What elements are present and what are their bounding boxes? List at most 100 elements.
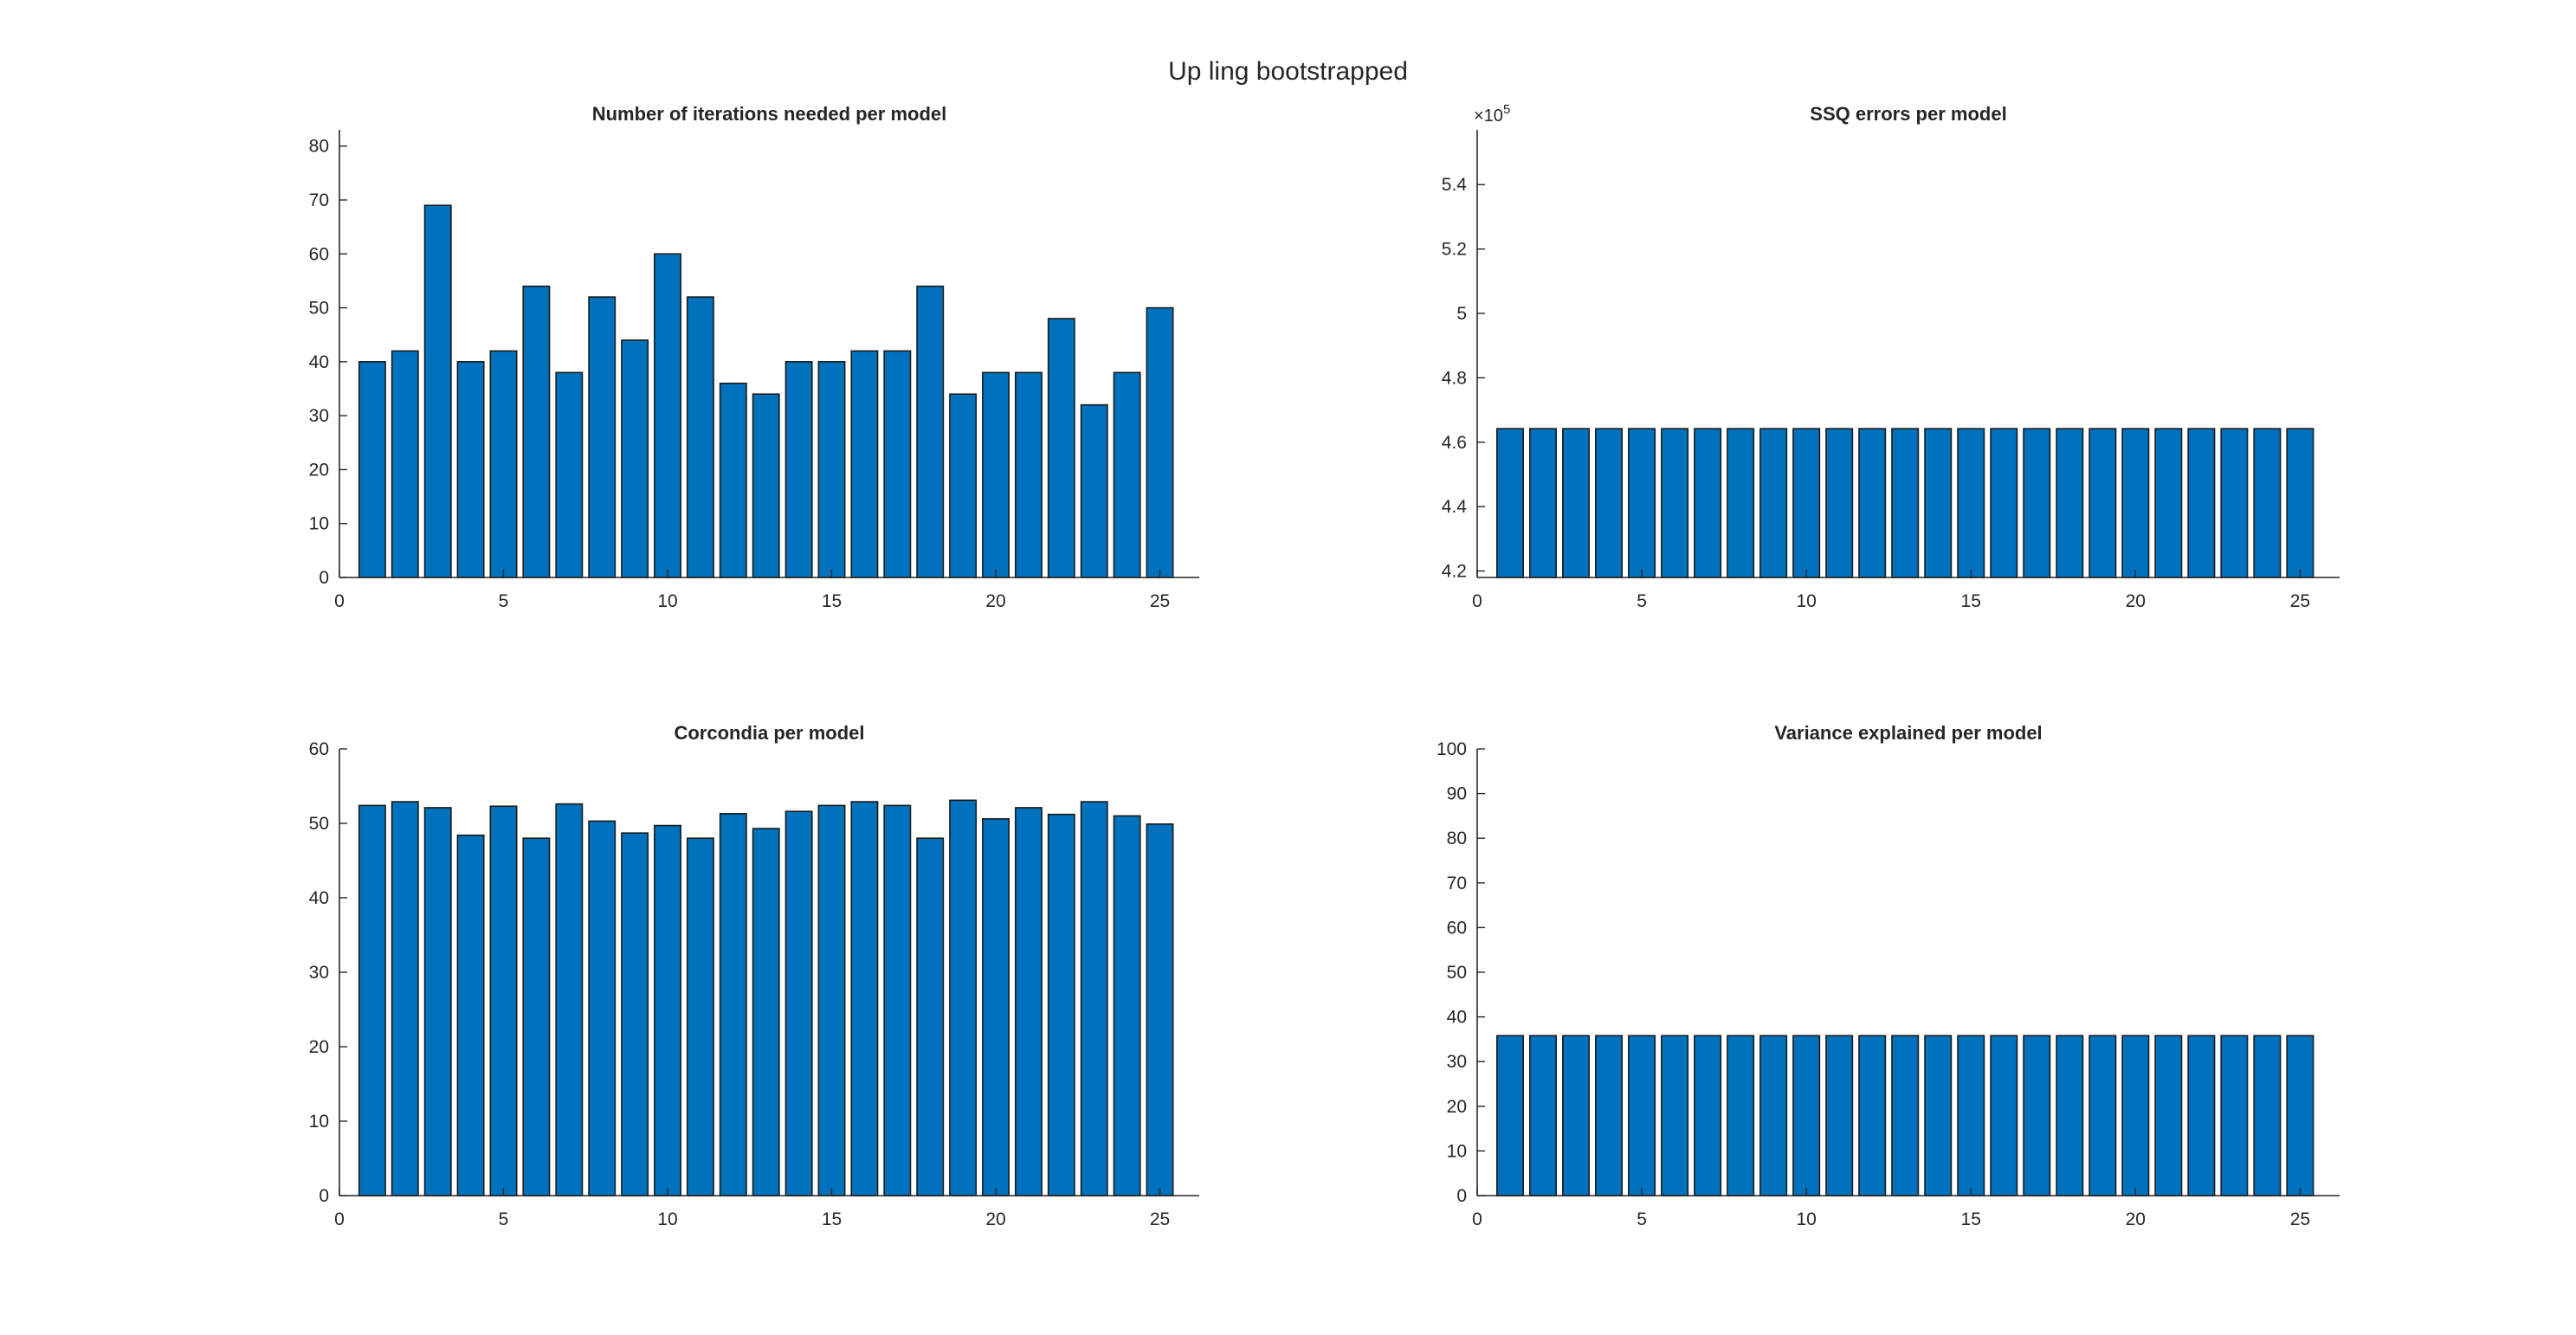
- x-tick-label-corcondia-5: 5: [499, 1209, 509, 1229]
- y-tick-label-variance-explained-4: 40: [1447, 1008, 1467, 1028]
- bar-iterations-5: [489, 350, 518, 578]
- x-tick-label-iterations-0: 0: [334, 591, 345, 611]
- subplot-variance-explained: 0 5 10 15 20 25 0 10 20 30 40 50 60 70 80 90 100 Variance…: [1436, 722, 2340, 1229]
- bar-variance-explained-18: [2056, 1035, 2084, 1196]
- bar-corcondia-24: [1113, 815, 1141, 1196]
- bar-ssq-errors-15: [1957, 428, 1985, 578]
- bar-variance-explained-7: [1694, 1035, 1722, 1196]
- y-tick-label-iterations-5: 50: [309, 299, 329, 319]
- bar-iterations-10: [654, 253, 681, 578]
- y-tick-label-ssq-errors-4: 5: [1456, 304, 1467, 324]
- bar-variance-explained-6: [1661, 1035, 1689, 1196]
- bar-corcondia-15: [817, 804, 846, 1196]
- bar-corcondia-18: [916, 837, 945, 1196]
- bar-corcondia-7: [555, 803, 584, 1196]
- x-tick-label-ssq-errors-10: 10: [1796, 591, 1816, 611]
- y-tick-label-ssq-errors-1: 4.4: [1442, 497, 1468, 517]
- bar-ssq-errors-1: [1496, 428, 1525, 578]
- subplot-title-iterations: Number of iterations needed per model: [592, 103, 947, 125]
- bar-iterations-15: [817, 361, 846, 578]
- y-tick-label-corcondia-0: 0: [319, 1186, 329, 1206]
- bar-corcondia-17: [883, 804, 912, 1196]
- bar-variance-explained-2: [1529, 1035, 1558, 1196]
- bar-corcondia-5: [489, 805, 518, 1196]
- x-tick-label-ssq-errors-5: 5: [1637, 591, 1647, 611]
- bar-variance-explained-20: [2121, 1035, 2150, 1196]
- bar-iterations-8: [588, 296, 617, 578]
- y-tick-label-variance-explained-6: 60: [1447, 918, 1467, 938]
- y-tick-label-corcondia-3: 30: [309, 963, 329, 983]
- bar-iterations-24: [1113, 371, 1141, 578]
- bar-variance-explained-12: [1858, 1035, 1887, 1196]
- bar-variance-explained-10: [1792, 1035, 1821, 1196]
- bar-ssq-errors-24: [2253, 428, 2282, 578]
- bar-variance-explained-15: [1957, 1035, 1985, 1196]
- x-tick-label-iterations-5: 5: [499, 591, 509, 611]
- bar-corcondia-6: [522, 837, 551, 1196]
- y-tick-label-variance-explained-7: 70: [1447, 874, 1467, 893]
- x-tick-label-iterations-15: 15: [822, 591, 842, 611]
- bar-ssq-errors-2: [1529, 428, 1558, 578]
- bar-iterations-21: [1014, 371, 1043, 578]
- y-tick-label-ssq-errors-5: 5.2: [1442, 240, 1467, 260]
- bar-variance-explained-8: [1727, 1035, 1755, 1196]
- bar-corcondia-23: [1080, 801, 1108, 1196]
- bar-iterations-4: [456, 361, 485, 578]
- figure-suptitle: Up ling bootstrapped: [1168, 57, 1408, 86]
- subplot-ssq-errors: 0 5 10 15 20 25 4.2 4.4 4.6 4.8 5 5.2 5.4 ×105 SSQ err…: [1442, 102, 2340, 611]
- bar-iterations-17: [883, 350, 912, 578]
- bar-ssq-errors-16: [1990, 428, 2018, 578]
- y-tick-label-iterations-0: 0: [319, 568, 329, 588]
- y-tick-label-corcondia-5: 50: [309, 814, 329, 834]
- bar-ssq-errors-11: [1825, 428, 1854, 578]
- bar-corcondia-20: [982, 818, 1010, 1196]
- bar-ssq-errors-10: [1792, 428, 1821, 578]
- y-tick-label-iterations-1: 10: [309, 514, 329, 534]
- bar-ssq-errors-18: [2056, 428, 2084, 578]
- x-tick-label-ssq-errors-20: 20: [2126, 591, 2146, 611]
- bar-corcondia-25: [1146, 823, 1174, 1196]
- bar-corcondia-16: [850, 801, 879, 1196]
- x-tick-label-variance-explained-20: 20: [2126, 1209, 2146, 1229]
- y-tick-label-variance-explained-5: 50: [1447, 963, 1467, 983]
- x-tick-label-variance-explained-0: 0: [1472, 1209, 1482, 1229]
- bar-corcondia-4: [456, 834, 485, 1196]
- y-tick-label-variance-explained-0: 0: [1456, 1186, 1467, 1206]
- x-tick-label-variance-explained-25: 25: [2290, 1209, 2310, 1229]
- bar-iterations-25: [1146, 306, 1174, 578]
- bar-ssq-errors-13: [1891, 428, 1920, 578]
- subplot-iterations: 0 5 10 15 20 25 0 10 20 30 40 50 60 70 80 Number of ite…: [309, 103, 1199, 611]
- bar-variance-explained-13: [1891, 1035, 1920, 1196]
- bar-variance-explained-16: [1990, 1035, 2018, 1196]
- bar-iterations-6: [522, 285, 551, 578]
- bar-iterations-18: [916, 285, 945, 578]
- bar-iterations-11: [686, 296, 714, 578]
- bar-corcondia-2: [391, 801, 419, 1196]
- x-tick-label-corcondia-15: 15: [822, 1209, 842, 1229]
- bar-ssq-errors-7: [1694, 428, 1722, 578]
- x-tick-label-corcondia-25: 25: [1150, 1209, 1170, 1229]
- x-tick-label-iterations-20: 20: [985, 591, 1005, 611]
- x-tick-label-iterations-25: 25: [1150, 591, 1170, 611]
- bar-ssq-errors-17: [2023, 428, 2051, 578]
- bar-variance-explained-11: [1825, 1035, 1854, 1196]
- bar-ssq-errors-8: [1727, 428, 1755, 578]
- y-tick-label-variance-explained-9: 90: [1447, 784, 1467, 804]
- bar-variance-explained-9: [1759, 1035, 1788, 1196]
- x-tick-label-ssq-errors-25: 25: [2290, 591, 2310, 611]
- bar-corcondia-8: [588, 820, 617, 1196]
- bar-corcondia-21: [1014, 807, 1043, 1196]
- bar-ssq-errors-23: [2220, 428, 2249, 578]
- bar-ssq-errors-4: [1595, 428, 1624, 578]
- bar-ssq-errors-9: [1759, 428, 1788, 578]
- bar-corcondia-12: [719, 813, 747, 1196]
- bar-iterations-1: [358, 361, 386, 578]
- y-tick-label-ssq-errors-2: 4.6: [1442, 433, 1467, 453]
- bar-iterations-12: [719, 382, 747, 578]
- y-exponent-power-ssq-errors: 5: [1503, 102, 1510, 117]
- bar-ssq-errors-6: [1661, 428, 1689, 578]
- bar-variance-explained-23: [2220, 1035, 2249, 1196]
- bar-iterations-14: [784, 361, 813, 578]
- bar-corcondia-11: [686, 837, 714, 1196]
